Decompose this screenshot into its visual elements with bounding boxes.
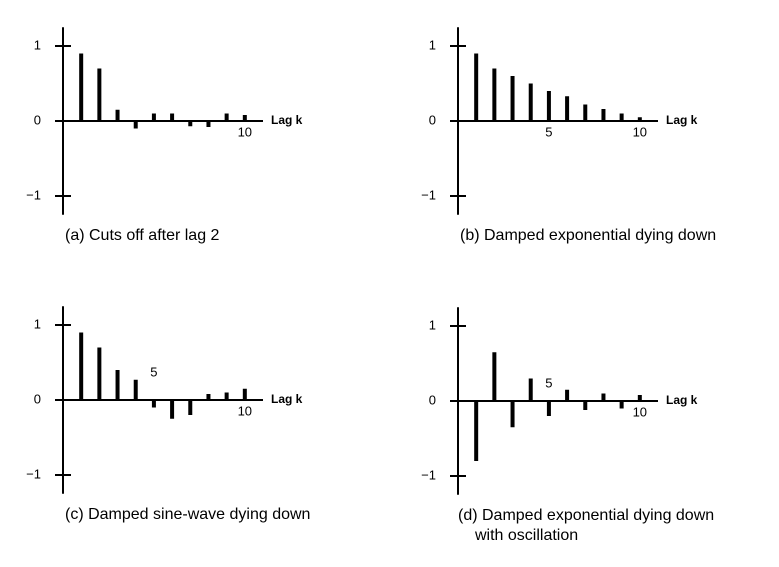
bar bbox=[601, 393, 606, 401]
x-tick-label: 5 bbox=[545, 124, 552, 139]
chart-title: with oscillation bbox=[474, 527, 578, 544]
y-tick-label: 0 bbox=[429, 112, 436, 127]
bar bbox=[474, 53, 479, 121]
bar bbox=[546, 91, 551, 121]
bar bbox=[528, 378, 533, 401]
x-tick-label: 5 bbox=[150, 364, 157, 379]
y-tick-label: −1 bbox=[421, 467, 436, 482]
x-tick-label: 10 bbox=[238, 403, 252, 418]
bar bbox=[601, 109, 606, 121]
bar bbox=[170, 113, 175, 121]
bar bbox=[151, 400, 156, 408]
x-axis-label: Lag k bbox=[271, 392, 303, 406]
x-tick-label: 10 bbox=[238, 124, 252, 139]
chart-title: (c) Damped sine-wave dying down bbox=[65, 506, 310, 523]
y-tick-label: −1 bbox=[26, 466, 41, 481]
y-tick-label: 0 bbox=[429, 392, 436, 407]
y-tick-label: −1 bbox=[421, 187, 436, 202]
y-tick-label: −1 bbox=[26, 187, 41, 202]
bar bbox=[565, 96, 570, 121]
chart-title: (a) Cuts off after lag 2 bbox=[65, 227, 220, 244]
bar bbox=[528, 83, 533, 121]
bar bbox=[583, 104, 588, 121]
bar bbox=[242, 115, 247, 121]
x-axis-label: Lag k bbox=[666, 113, 698, 127]
bar bbox=[206, 394, 211, 400]
bar bbox=[115, 109, 120, 121]
y-tick-label: 0 bbox=[34, 112, 41, 127]
bar bbox=[583, 401, 588, 410]
bar bbox=[188, 400, 193, 415]
bar bbox=[510, 401, 515, 428]
bar bbox=[619, 401, 624, 409]
bar bbox=[206, 121, 211, 127]
bar bbox=[133, 379, 138, 400]
bar bbox=[242, 388, 247, 400]
bar bbox=[97, 68, 102, 121]
bar bbox=[565, 389, 570, 401]
y-tick-label: 1 bbox=[429, 37, 436, 52]
bar bbox=[546, 401, 551, 416]
y-tick-label: 1 bbox=[34, 37, 41, 52]
y-tick-label: 1 bbox=[429, 317, 436, 332]
bar bbox=[151, 113, 156, 121]
x-axis-label: Lag k bbox=[666, 393, 698, 407]
y-tick-label: 0 bbox=[34, 391, 41, 406]
bar bbox=[619, 113, 624, 121]
bar bbox=[79, 53, 84, 121]
bar bbox=[224, 392, 229, 400]
chart-title: (d) Damped exponential dying down bbox=[458, 507, 714, 524]
x-axis-label: Lag k bbox=[271, 113, 303, 127]
bar bbox=[170, 400, 175, 419]
bar bbox=[97, 347, 102, 400]
bar bbox=[492, 68, 497, 121]
x-tick-label: 10 bbox=[633, 124, 647, 139]
chart-title: (b) Damped exponential dying down bbox=[460, 227, 716, 244]
bar bbox=[79, 332, 84, 400]
bar bbox=[492, 352, 497, 401]
bar bbox=[474, 401, 479, 461]
bar bbox=[637, 117, 642, 121]
bar bbox=[224, 113, 229, 121]
y-tick-label: 1 bbox=[34, 316, 41, 331]
bar bbox=[637, 395, 642, 401]
bar bbox=[510, 76, 515, 121]
bar bbox=[115, 370, 120, 400]
bar bbox=[188, 121, 193, 127]
bar bbox=[133, 121, 138, 129]
x-tick-label: 10 bbox=[633, 404, 647, 419]
x-tick-label: 5 bbox=[545, 375, 552, 390]
